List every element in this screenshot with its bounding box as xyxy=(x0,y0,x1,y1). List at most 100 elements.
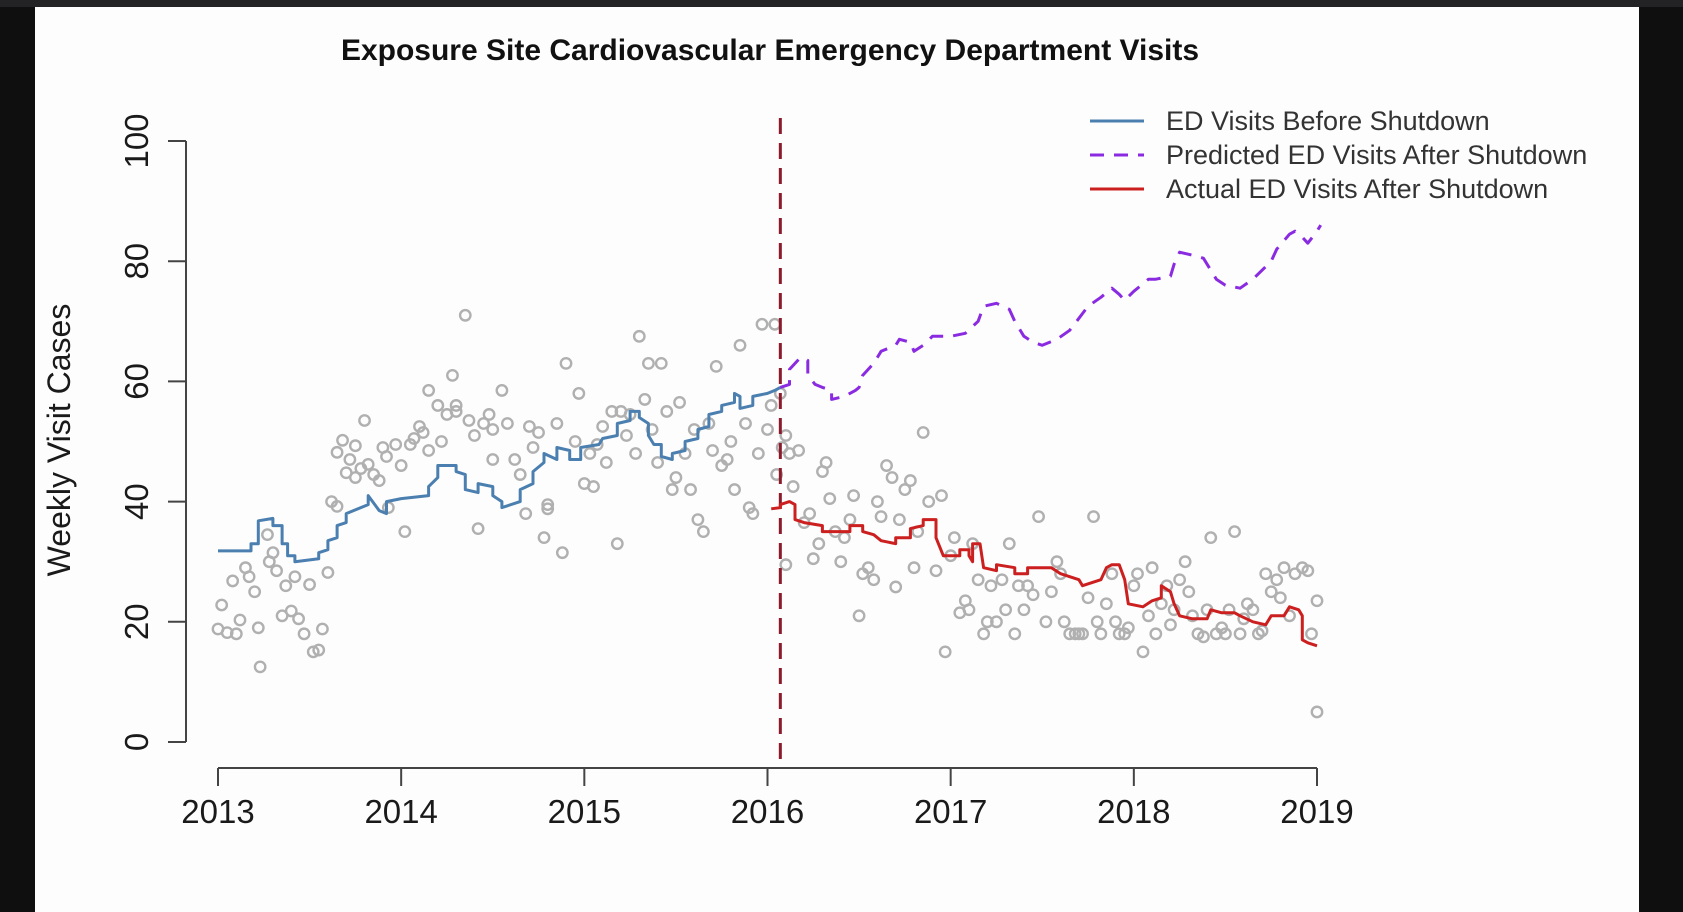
scatter-point xyxy=(691,513,705,527)
scatter-point xyxy=(306,645,320,659)
scatter-point xyxy=(532,426,545,439)
x-tick-label: 2016 xyxy=(731,793,804,830)
scatter-point xyxy=(1008,627,1022,641)
scatter-point xyxy=(522,420,536,433)
scatter-point xyxy=(779,558,793,572)
scatter-point xyxy=(348,471,362,484)
scatter-point xyxy=(620,429,633,442)
scatter-point xyxy=(477,417,490,430)
scatter-point xyxy=(1121,621,1135,635)
scatter-point xyxy=(1090,615,1104,629)
scatter-point xyxy=(1054,567,1067,581)
scatter-point xyxy=(733,338,747,352)
scatter-point xyxy=(1099,597,1113,611)
scatter-point xyxy=(583,447,597,460)
scatter-point xyxy=(226,574,240,588)
scatter-point xyxy=(880,459,893,472)
scatter-point xyxy=(358,414,371,427)
scatter-point xyxy=(1050,555,1064,569)
scatter-point xyxy=(599,456,613,469)
scatter-point xyxy=(330,445,344,459)
scatter-point xyxy=(861,561,875,575)
scatter-point xyxy=(999,603,1013,617)
scatter-point xyxy=(929,564,943,578)
scatter-point xyxy=(1222,603,1236,617)
scatter-point xyxy=(903,474,917,487)
scatter-point xyxy=(266,546,280,560)
scatter-point xyxy=(261,528,274,542)
scatter-point xyxy=(1149,627,1163,641)
scatter-point xyxy=(874,510,888,524)
scatter-point xyxy=(1264,585,1278,599)
scatter-point xyxy=(654,356,668,370)
chart-title: Exposure Site Cardiovascular Emergency D… xyxy=(341,34,1199,67)
y-axis-label: Weekly Visit Cases xyxy=(41,304,77,577)
scatter-point xyxy=(292,612,305,626)
scatter-point xyxy=(892,513,906,527)
scatter-point xyxy=(1204,531,1218,545)
scatter-point xyxy=(1145,561,1159,575)
scatter-point xyxy=(610,537,624,551)
scatter-point xyxy=(638,393,652,406)
scatter-point xyxy=(852,609,866,623)
scatter-point xyxy=(1076,627,1089,641)
scatter-point xyxy=(1021,579,1034,593)
scatter-point xyxy=(1032,510,1045,524)
scatter-point xyxy=(526,441,540,454)
series-lines xyxy=(218,224,1322,648)
scatter-point xyxy=(486,423,500,436)
scatter-point xyxy=(1164,618,1177,632)
scatter-point xyxy=(995,573,1009,587)
scatter-point xyxy=(316,622,329,636)
scatter-point xyxy=(720,453,734,466)
scatter-point xyxy=(1063,627,1077,641)
scatter-point xyxy=(786,480,800,493)
legend-label: ED Visits Before Shutdown xyxy=(1166,106,1490,136)
scatter-point xyxy=(764,399,778,412)
scatter-point xyxy=(1305,627,1318,641)
scatter-point xyxy=(215,598,229,612)
scatter-point xyxy=(482,408,496,421)
x-tick-label: 2013 xyxy=(181,793,254,830)
scatter-point xyxy=(660,405,674,418)
y-tick-label: 0 xyxy=(118,733,155,751)
scatter-point xyxy=(303,578,316,591)
scatter-point xyxy=(394,459,408,472)
scatter-point xyxy=(1233,627,1247,641)
scatter-point xyxy=(312,643,326,657)
scatter-point xyxy=(935,489,948,502)
scatter-point xyxy=(372,474,386,487)
scatter-point xyxy=(1094,627,1108,641)
scatter-point xyxy=(1087,510,1100,524)
scatter-point xyxy=(867,573,881,587)
scatter-point xyxy=(407,432,421,445)
scatter-point xyxy=(541,498,555,512)
scatter-point xyxy=(898,483,912,496)
y-tick-label: 80 xyxy=(118,243,155,280)
scatter-point xyxy=(755,317,769,331)
scatter-point xyxy=(751,447,765,460)
scatter-point xyxy=(559,356,573,370)
scatter-point xyxy=(1255,624,1269,638)
scatter-point xyxy=(792,444,806,457)
scatter-point xyxy=(233,613,247,627)
scatter-point xyxy=(885,471,899,484)
scatter-point xyxy=(724,435,738,448)
scatter-point xyxy=(330,500,344,513)
scatter-point xyxy=(361,457,375,471)
scatter-point xyxy=(253,660,267,674)
scatter-point xyxy=(871,495,884,508)
scatter-point xyxy=(838,531,851,545)
series-line-1 xyxy=(218,386,782,564)
scatter-point xyxy=(629,447,643,460)
scatter-point xyxy=(706,444,719,457)
scatter-point xyxy=(555,546,569,560)
scatter-point xyxy=(398,525,412,539)
legend-label: Actual ED Visits After Shutdown xyxy=(1166,174,1548,204)
x-tick-label: 2017 xyxy=(914,793,987,830)
scatter-point xyxy=(980,615,994,629)
scatter-point xyxy=(1273,591,1287,605)
scatter-point xyxy=(642,356,655,370)
window-top-bar xyxy=(0,0,1683,7)
legend-label: Predicted ED Visits After Shutdown xyxy=(1166,140,1587,170)
